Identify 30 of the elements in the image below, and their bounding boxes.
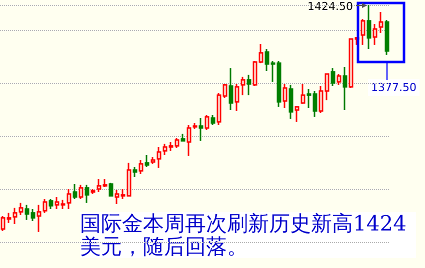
candlestick: [246, 74, 252, 96]
candlestick: [288, 84, 294, 120]
candlestick: [144, 154, 150, 168]
candlestick: [84, 184, 90, 204]
candlestick: [378, 11, 384, 34]
candlestick: [138, 159, 144, 175]
candlestick: [348, 38, 354, 89]
candlestick: [330, 67, 336, 87]
candlestick: [72, 183, 78, 200]
candlestick: [132, 166, 138, 178]
candlestick: [108, 182, 114, 197]
candlestick: [372, 23, 378, 46]
candlestick: [342, 66, 348, 111]
candlestick: [300, 83, 306, 105]
candlestick: [180, 133, 186, 142]
candlestick: [384, 19, 390, 56]
candlestick: [240, 76, 246, 96]
candlestick: [48, 198, 54, 210]
candlestick: [336, 73, 342, 86]
candlestick: [366, 4, 372, 50]
candlestick: [198, 117, 204, 142]
candlestick: [210, 114, 216, 126]
candlestick: [294, 105, 300, 123]
candlestick: [234, 83, 240, 112]
candlestick: [204, 114, 210, 131]
candlestick: [90, 188, 96, 195]
candlestick: [78, 184, 84, 200]
candlestick: [282, 83, 288, 109]
candlestick: [228, 67, 234, 111]
candlestick: [360, 18, 366, 46]
